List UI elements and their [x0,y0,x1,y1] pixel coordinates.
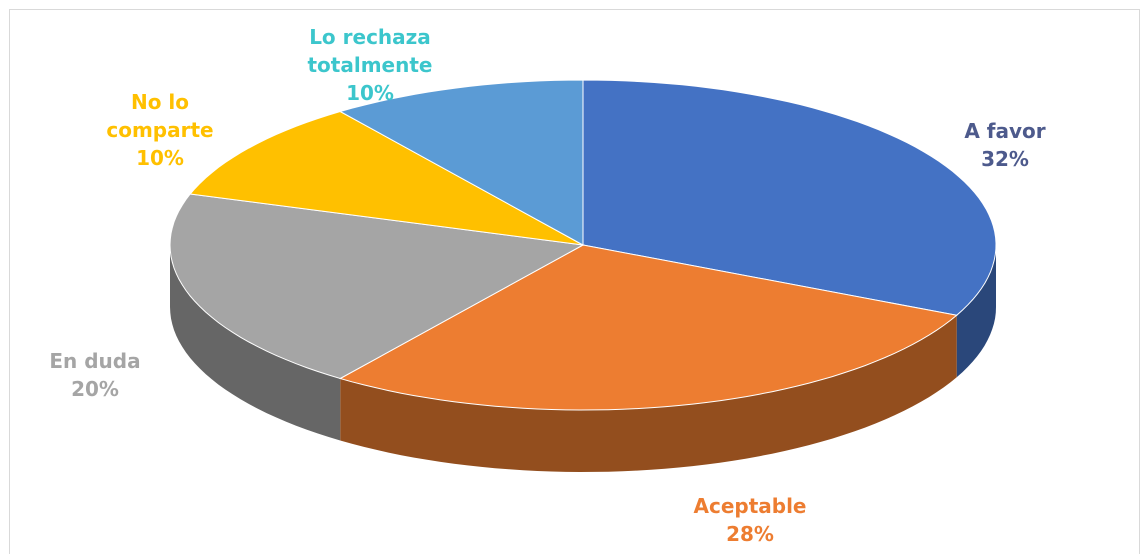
category-label: A favor [964,119,1046,143]
category-label: Lo rechaza totalmente [307,25,433,77]
data-label: Lo rechaza totalmente 10% [285,23,455,107]
value-label: 10% [136,146,184,170]
value-label: 10% [346,81,394,105]
category-label: No lo comparte [106,90,214,142]
slice [582,79,997,316]
value-label: 28% [726,522,774,546]
slice [338,79,584,246]
data-label: En duda 20% [15,347,175,403]
slice-side [340,315,957,472]
category-label: En duda [49,349,141,373]
slice-side [956,245,996,378]
data-label: A favor 32% [905,117,1105,173]
slice [338,244,958,411]
slice [189,110,584,246]
category-label: Aceptable [693,494,807,518]
data-label: Aceptable 28% [650,492,850,548]
data-label: No lo comparte 10% [100,88,220,172]
value-label: 20% [71,377,119,401]
value-label: 32% [981,147,1029,171]
slice [169,193,585,380]
slice-side [170,245,341,441]
